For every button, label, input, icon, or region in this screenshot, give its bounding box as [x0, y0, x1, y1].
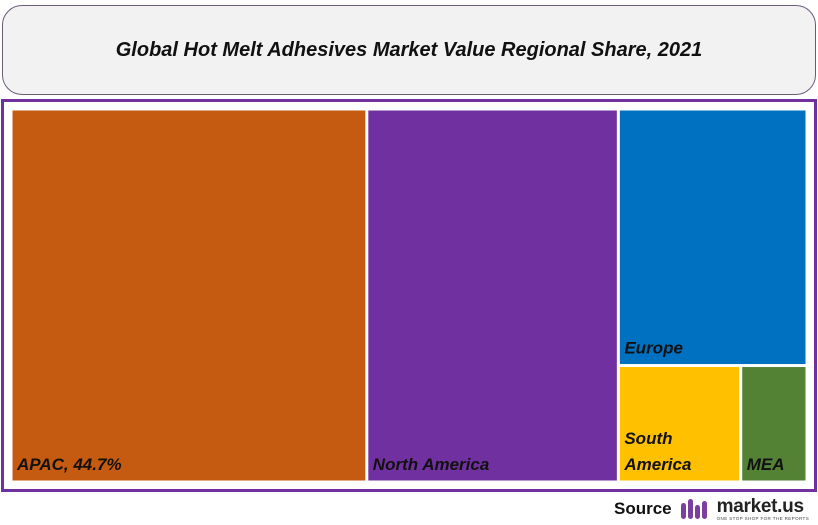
- treemap-label-south-america: South America: [623, 429, 691, 474]
- treemap-tile-mea: [742, 367, 806, 481]
- market-us-logo-icon: [680, 499, 707, 519]
- treemap-label-mea: MEA: [747, 455, 785, 474]
- treemap-tile-apac: [12, 110, 366, 481]
- treemap-label-europe: Europe: [624, 339, 683, 358]
- chart-title-box: Global Hot Melt Adhesives Market Value R…: [2, 5, 816, 95]
- source-credit: Source market.us ONE STOP SHOP FOR THE R…: [614, 496, 809, 522]
- treemap-tile-europe: [619, 110, 806, 365]
- logo-tagline: ONE STOP SHOP FOR THE REPORTS: [716, 515, 810, 521]
- chart-title: Global Hot Melt Adhesives Market Value R…: [115, 38, 703, 61]
- market-us-logo: market.us ONE STOP SHOP FOR THE REPORTS: [680, 497, 809, 522]
- source-label: Source: [614, 499, 672, 518]
- treemap-label-apac: APAC, 44.7%: [16, 455, 122, 474]
- treemap-label-north-america: North America: [373, 455, 490, 474]
- treemap-tile-north-america: [368, 110, 617, 481]
- treemap-tile-south-america: [619, 367, 740, 481]
- logo-name: market.us: [716, 495, 804, 517]
